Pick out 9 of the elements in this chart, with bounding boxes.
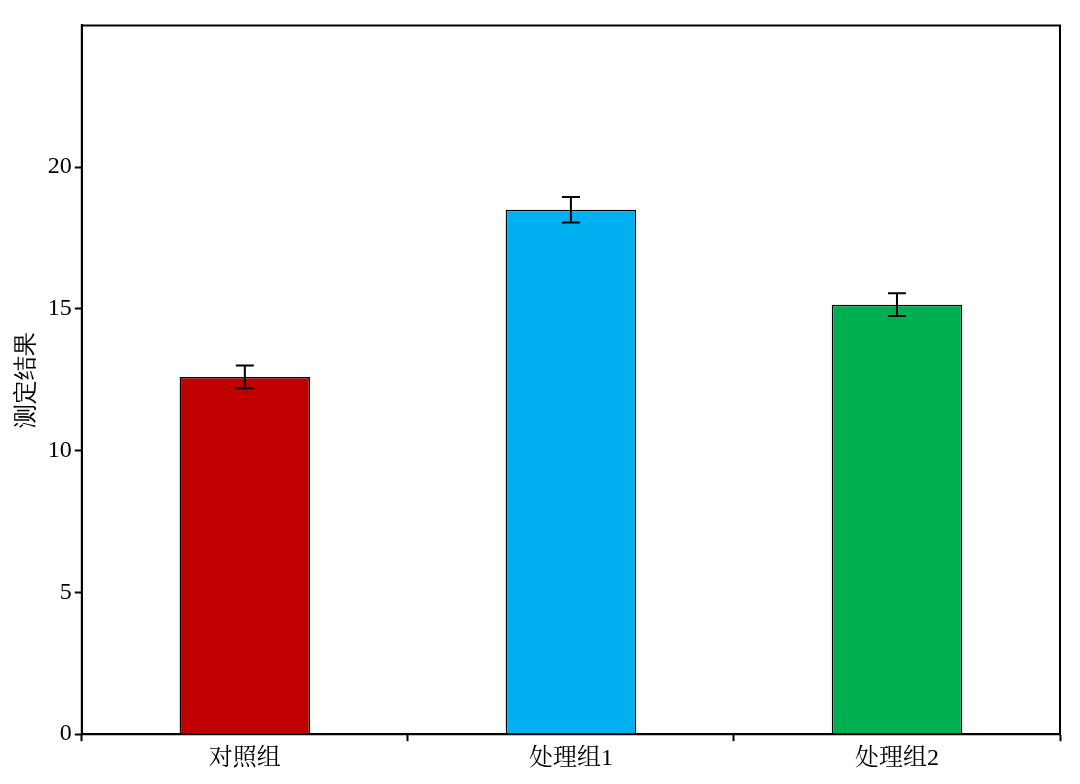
y-tick-label: 5 [59,577,72,604]
x-tick-label: 处理组2 [854,743,939,770]
y-tick-label: 15 [47,294,72,321]
y-tick-label: 20 [47,152,72,179]
y-tick-label: 10 [47,435,72,462]
y-tick-label: 0 [59,719,72,746]
x-tick-label: 对照组 [208,743,281,770]
x-tick-label: 处理组1 [528,743,613,770]
y-axis-title: 测定结果 [10,331,39,428]
